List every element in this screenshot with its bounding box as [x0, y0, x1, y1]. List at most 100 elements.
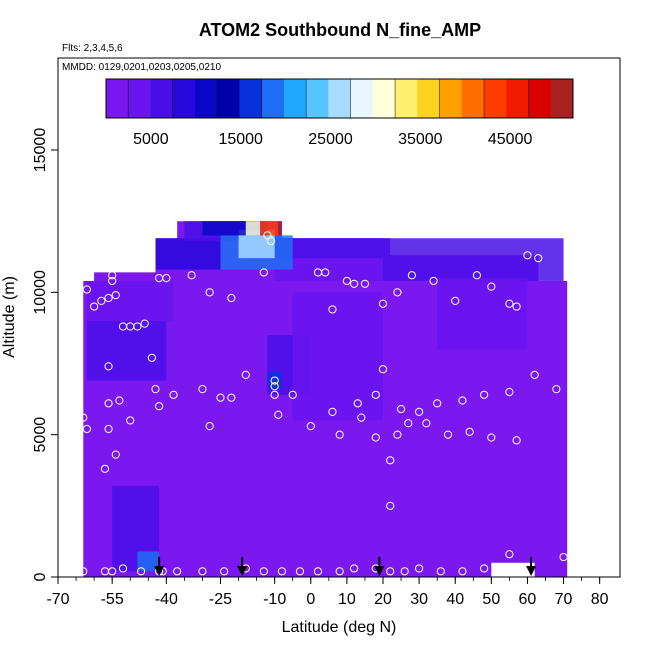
- observation-point: [270, 376, 279, 385]
- colorbar-swatch: [328, 79, 351, 118]
- observation-point: [136, 567, 146, 576]
- x-tick-label: -70: [46, 591, 69, 608]
- observation-point: [378, 365, 388, 374]
- observation-point: [140, 319, 149, 328]
- observation-point: [155, 402, 164, 411]
- observation-point: [198, 567, 207, 576]
- observation-point: [108, 567, 117, 576]
- y-tick-label: 15000: [32, 128, 49, 173]
- observation-point: [465, 427, 474, 436]
- concentration-cell-5: [155, 238, 221, 270]
- observation-point: [328, 305, 337, 314]
- colorbar-tick-label: 25000: [308, 131, 353, 148]
- observation-point: [118, 564, 128, 573]
- observation-point: [559, 552, 568, 562]
- observation-point: [220, 567, 229, 576]
- observation-point: [378, 299, 388, 308]
- y-tick-label: 10000: [32, 270, 49, 315]
- colorbar-cells: [105, 78, 574, 119]
- observation-point: [270, 390, 279, 399]
- observation-point: [472, 271, 481, 280]
- colorbar-swatch: [350, 79, 374, 118]
- colorbar-swatch: [550, 79, 574, 118]
- observation-point: [523, 251, 532, 260]
- observation-point: [350, 564, 359, 573]
- colorbar-swatch: [150, 79, 174, 118]
- observation-point: [534, 254, 543, 263]
- colorbar-tick-labels: 5000 15000 25000 35000 45000: [133, 131, 532, 148]
- observation-point: [512, 436, 521, 445]
- flight-markers: [154, 557, 537, 576]
- colorbar-swatch: [194, 79, 218, 118]
- x-tick-label: 10: [338, 591, 356, 608]
- y-tick-label: 5000: [32, 417, 49, 453]
- observation-point: [487, 282, 496, 291]
- observation-point: [227, 393, 236, 402]
- no-data-gap: [491, 562, 535, 577]
- colorbar-frame: [105, 78, 574, 119]
- observation-point: [205, 422, 214, 431]
- observation-point: [505, 550, 514, 559]
- colorbar-swatch: [417, 79, 440, 118]
- observation-point: [386, 567, 395, 576]
- x-tick-label: 0: [306, 591, 315, 608]
- y-axis-label: Altitude (m): [1, 276, 18, 358]
- flight-marker-arrowhead: [526, 566, 537, 576]
- observation-point: [306, 422, 315, 431]
- observation-point: [552, 385, 561, 394]
- observation-point: [111, 450, 120, 459]
- observation-point: [505, 299, 514, 308]
- observation-point: [335, 567, 344, 576]
- observation-points: [79, 231, 568, 576]
- colorbar-swatch: [172, 79, 196, 118]
- observation-point: [443, 430, 453, 439]
- colorbar-swatch: [239, 79, 262, 118]
- observation-point: [433, 399, 442, 408]
- plot-frame: [57, 57, 621, 578]
- observation-point: [259, 268, 268, 277]
- concentration-cell-11: [260, 221, 279, 236]
- observation-point: [386, 501, 395, 510]
- observation-point: [82, 285, 91, 294]
- observation-point: [512, 302, 521, 311]
- concentration-cell-17: [292, 292, 383, 421]
- observation-point: [415, 564, 424, 573]
- x-tick-label: 70: [555, 591, 573, 608]
- observation-point: [451, 296, 460, 305]
- x-tick-label: 30: [410, 591, 428, 608]
- observation-point: [480, 390, 489, 399]
- x-tick-label: 50: [482, 591, 500, 608]
- colorbar-swatch: [528, 79, 552, 118]
- observation-point: [227, 293, 236, 303]
- colorbar-swatch: [217, 79, 240, 118]
- concentration-cell-14: [267, 372, 282, 390]
- observation-point: [429, 276, 438, 286]
- colorbar-swatch: [506, 79, 529, 118]
- observation-point: [133, 322, 142, 331]
- x-axis: -70 -55 -40 -25 -10 0 10 20 30 40 50 60 70 80: [46, 577, 609, 608]
- observation-point: [216, 393, 225, 402]
- observation-point: [335, 430, 344, 439]
- observation-point: [151, 385, 160, 394]
- colorbar-swatch: [261, 79, 285, 118]
- flights-subtitle: Flts: 2,3,4,5,6: [62, 43, 123, 54]
- observation-point: [393, 430, 402, 439]
- observation-point: [104, 362, 113, 371]
- colorbar-tick-label: 45000: [488, 131, 533, 148]
- observation-point: [458, 567, 467, 576]
- observation-point: [147, 353, 156, 362]
- observation-point: [104, 399, 113, 408]
- colorbar-swatch: [395, 79, 418, 118]
- plot-area: [57, 57, 621, 578]
- observation-point: [111, 291, 120, 300]
- x-tick-label: 20: [374, 591, 392, 608]
- x-tick-label: -55: [101, 591, 124, 608]
- observation-point: [371, 433, 380, 442]
- observation-point: [115, 396, 124, 405]
- observation-point: [198, 385, 207, 394]
- observation-point: [357, 413, 366, 422]
- concentration-cell-16: [137, 551, 160, 572]
- observation-point: [259, 567, 268, 576]
- y-tick-label: 0: [32, 572, 49, 581]
